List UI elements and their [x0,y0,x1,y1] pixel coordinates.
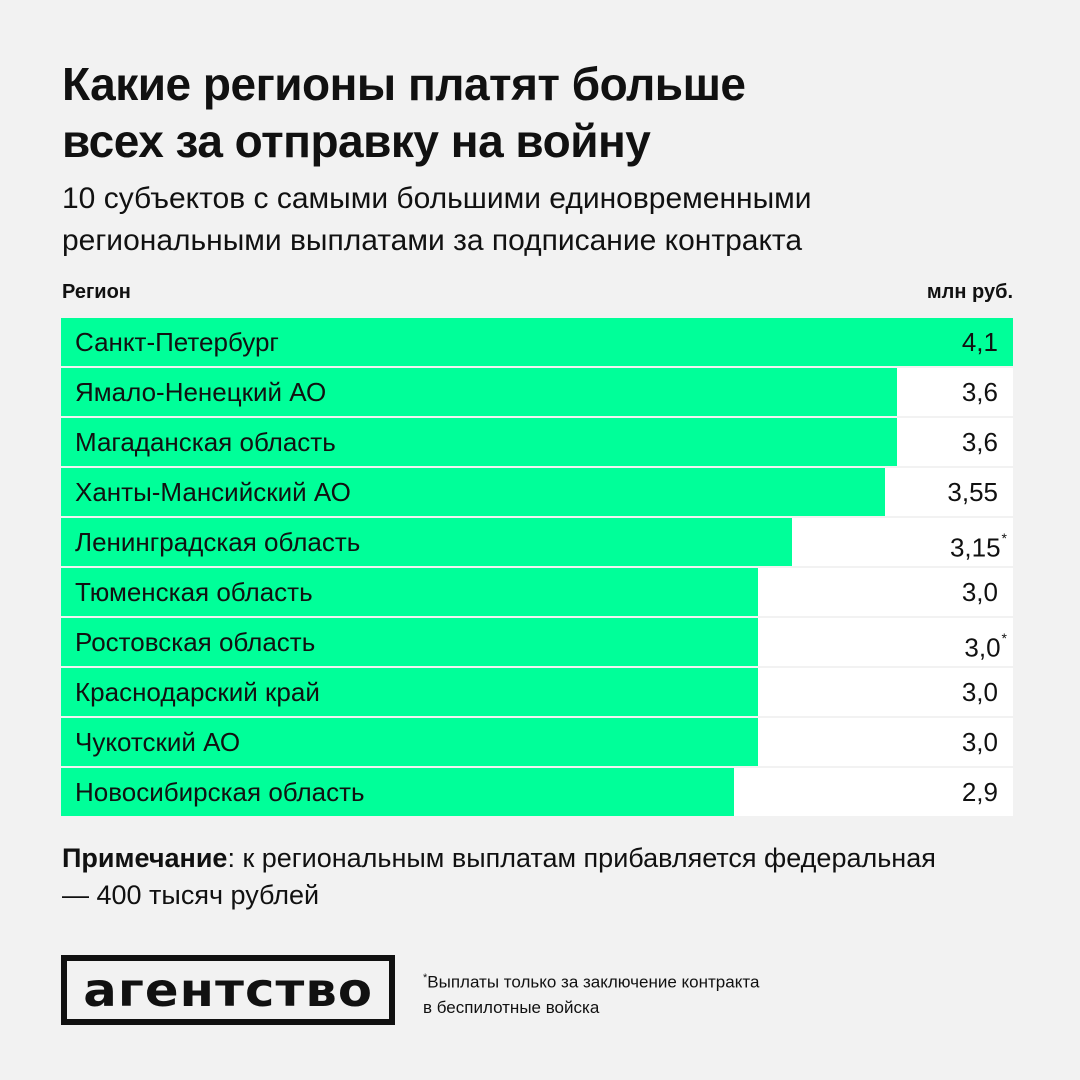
subtitle-line-2: региональными выплатами за подписание ко… [62,224,803,257]
bar-value: 3,0 [961,727,998,757]
note-label: Примечание [62,843,228,873]
bar-label: Ямало-Ненецкий АО [75,377,327,407]
bar-label: Ханты-Мансийский АО [75,477,351,507]
footnote-text-2: в беспилотные войска [423,997,600,1017]
title-line-2: всех за отправку на войну [62,115,651,167]
bar [61,368,897,416]
bar-label: Новосибирская область [75,777,365,807]
note-text: : к региональным выплатам прибавляется ф… [62,843,936,910]
footnote-mark: * [1001,630,1007,646]
bar-value: 3,0 [961,677,998,707]
bar [61,518,792,566]
bar-label: Чукотский АО [75,727,241,757]
bar-label: Ростовская область [75,627,316,657]
bar-value: 2,9 [961,777,998,807]
bar-value: 4,1 [961,327,998,357]
bar-row: Ямало-Ненецкий АО 3,6 [61,368,1013,416]
bar [61,318,1013,366]
bar [61,568,758,616]
bar-row: Краснодарский край 3,0 [61,668,1013,716]
logo-text: агентство [83,963,373,1017]
bar-value: 3,0* [964,630,1007,663]
footnote-mark: * [423,972,428,984]
bar-row: Ханты-Мансийский АО 3,55 [61,468,1013,516]
chart-subtitle: 10 субъектов с самыми большими единоврем… [62,178,1022,262]
note: Примечание: к региональным выплатам приб… [62,840,962,914]
bar-row: Ленинградская область 3,15* [61,518,1013,566]
bar-value: 3,15* [949,530,1007,563]
region-column-header: Регион [62,281,131,303]
bar-row: Тюменская область 3,0 [61,568,1013,616]
bar [61,718,758,766]
bar-row: Санкт-Петербург 4,1 [61,318,1013,366]
bar-value: 3,55 [947,477,998,507]
bar-row: Новосибирская область 2,9 [61,768,1013,816]
bar-label: Ленинградская область [75,527,361,557]
bar-chart: Санкт-Петербург 4,1 Ямало-Ненецкий АО 3,6 Ма… [61,318,1013,818]
bar-row: Чукотский АО 3,0 [61,718,1013,766]
footnote: *Выплаты только за заключение контракта … [423,966,843,1020]
bar-label: Магаданская область [75,427,336,457]
chart-title: Какие регионы платят больше всех за отпр… [62,56,1022,170]
bar [61,418,897,466]
subtitle-line-1: 10 субъектов с самыми большими единоврем… [62,182,812,215]
bar-label: Санкт-Петербург [75,327,279,357]
title-line-1: Какие регионы платят больше [62,58,746,110]
agentstvo-logo: агентство [61,955,395,1025]
bar-value: 3,0 [961,577,998,607]
bar [61,768,734,816]
footnote-text: Выплаты только за заключение контракта [427,972,760,992]
bar-row: Ростовская область 3,0* [61,618,1013,666]
unit-column-header: млн руб. [926,281,1013,303]
bar-value: 3,6 [961,427,998,457]
bar-value: 3,6 [961,377,998,407]
bar-label: Тюменская область [75,577,313,607]
bar [61,668,758,716]
bar [61,618,758,666]
footnote-mark: * [1001,530,1007,546]
bar-row: Магаданская область 3,6 [61,418,1013,466]
bar-label: Краснодарский край [75,677,320,707]
bar [61,468,885,516]
